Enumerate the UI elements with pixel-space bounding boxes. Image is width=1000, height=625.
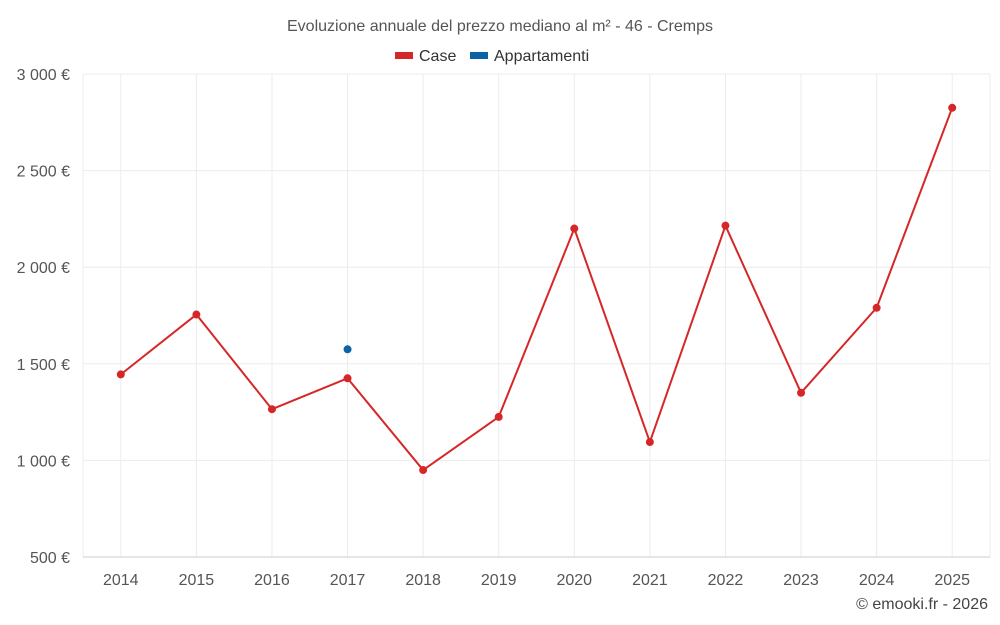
x-tick-label: 2023 (783, 572, 819, 589)
y-axis-ticks: 500 € 1 000 € 1 500 € 2 000 € 2 500 € 3 000 € (17, 67, 70, 567)
data-point-case-2024[interactable] (872, 303, 881, 312)
x-tick-label: 2017 (330, 572, 366, 589)
data-point-case-2022[interactable] (721, 221, 730, 230)
y-tick-label: 1 500 € (17, 357, 70, 374)
y-tick-label: 3 000 € (17, 67, 70, 84)
y-tick-label: 2 000 € (17, 260, 70, 277)
x-tick-label: 2022 (708, 572, 744, 589)
credit-text: © emooki.fr - 2026 (856, 596, 988, 613)
data-point-case-2021[interactable] (645, 438, 654, 447)
y-tick-label: 1 000 € (17, 453, 70, 470)
data-point-case-2018[interactable] (419, 466, 428, 475)
legend-item-appartamenti[interactable]: Appartamenti (470, 48, 589, 65)
data-point-case-2019[interactable] (494, 412, 503, 421)
data-point-appartamenti-2017[interactable] (343, 345, 352, 354)
data-point-case-2025[interactable] (948, 103, 957, 112)
chart-title: Evoluzione annuale del prezzo mediano al… (287, 18, 713, 35)
legend[interactable]: Case Appartamenti (395, 48, 589, 65)
x-tick-label: 2021 (632, 572, 668, 589)
x-tick-label: 2014 (103, 572, 139, 589)
x-tick-label: 2016 (254, 572, 290, 589)
x-tick-label: 2024 (859, 572, 895, 589)
y-tick-label: 2 500 € (17, 164, 70, 181)
x-tick-label: 2015 (179, 572, 215, 589)
series (116, 103, 957, 475)
x-tick-label: 2020 (556, 572, 592, 589)
data-point-case-2015[interactable] (192, 310, 201, 319)
legend-item-case[interactable]: Case (395, 48, 456, 65)
x-tick-label: 2019 (481, 572, 517, 589)
data-point-case-2017[interactable] (343, 374, 352, 383)
x-axis-ticks: 2014 2015 2016 2017 2018 2019 2020 2021 2022 2023… (103, 572, 970, 589)
legend-label-appartamenti: Appartamenti (494, 48, 589, 65)
data-point-case-2020[interactable] (570, 224, 579, 233)
x-tick-label: 2025 (934, 572, 970, 589)
legend-swatch-appartamenti (470, 52, 488, 59)
grid (82, 73, 991, 558)
series-line-case (120, 107, 954, 472)
legend-label-case: Case (419, 48, 456, 65)
legend-swatch-case (395, 52, 413, 59)
data-point-case-2014[interactable] (116, 370, 125, 379)
data-point-case-2023[interactable] (797, 388, 806, 397)
x-tick-label: 2018 (405, 572, 441, 589)
data-point-case-2016[interactable] (267, 405, 276, 414)
y-tick-label: 500 € (30, 550, 70, 567)
